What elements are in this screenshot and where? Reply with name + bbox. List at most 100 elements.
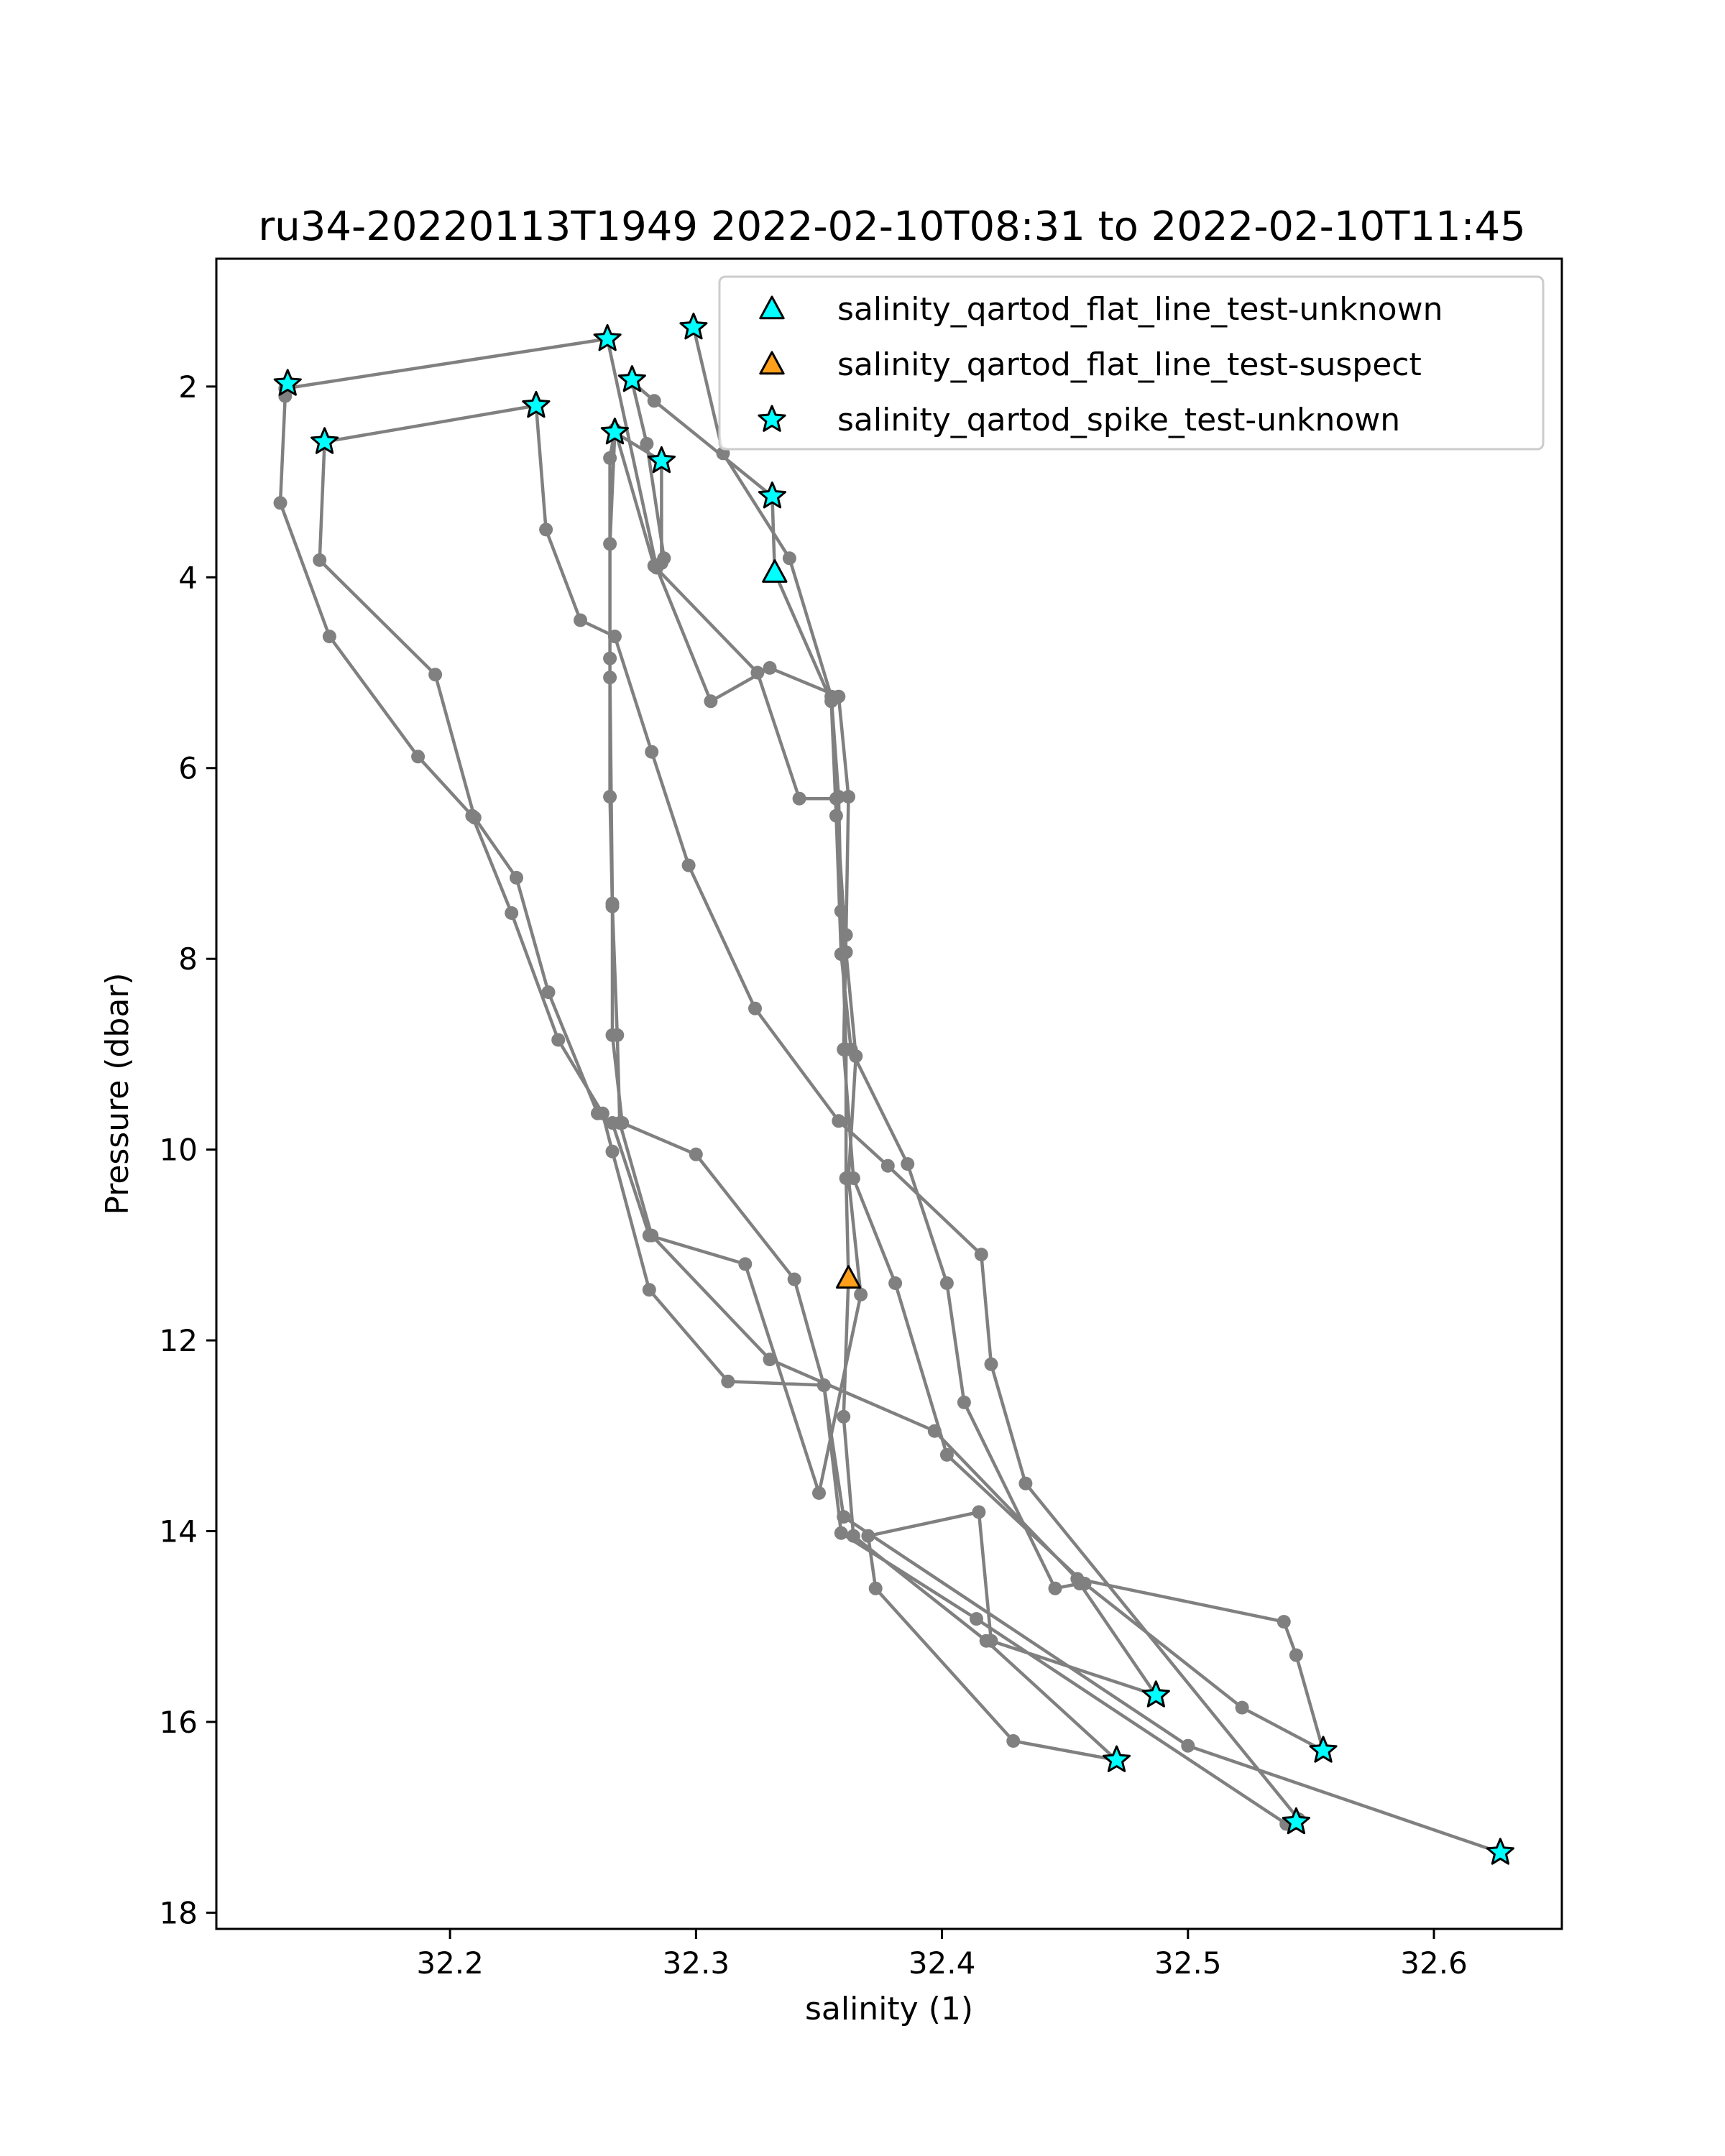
profile-point [787, 1272, 801, 1286]
profile-point [605, 1116, 620, 1130]
profile-point [681, 858, 696, 872]
spike-test-marker [679, 313, 708, 340]
profile-point [541, 985, 556, 1000]
profile-point [428, 668, 443, 682]
y-tick-label: 18 [160, 1895, 198, 1930]
spike-test-marker [1486, 1838, 1514, 1865]
spike-test-marker [1141, 1680, 1170, 1708]
profile-point [642, 1228, 656, 1243]
profile-point [750, 665, 765, 680]
y-tick-label: 14 [160, 1514, 198, 1549]
profile-point [642, 1283, 656, 1297]
profile-point [834, 904, 848, 918]
profile-point [574, 613, 587, 627]
legend-triangle-icon [759, 351, 785, 375]
profile-point [782, 551, 796, 566]
legend-star-icon [758, 405, 786, 432]
profile-point [861, 1529, 875, 1543]
profile-point [322, 630, 336, 644]
profile-point [1276, 1615, 1291, 1629]
profile-point [647, 394, 661, 408]
legend-box [718, 275, 1545, 451]
spike-test-marker [647, 446, 676, 474]
spike-test-marker [758, 482, 786, 509]
profile-point [704, 694, 718, 709]
profile-point [829, 791, 843, 806]
x-axis-label: salinity (1) [805, 1991, 973, 2027]
profile-point [1018, 1476, 1033, 1491]
spike-test-marker [273, 369, 302, 396]
profile-point [411, 750, 426, 764]
profile-point [603, 537, 617, 551]
profile-point [812, 1486, 826, 1500]
profile-point [849, 1049, 863, 1064]
x-tick-label: 32.3 [663, 1945, 730, 1981]
profile-point [832, 1114, 846, 1128]
profile-line [278, 327, 1501, 1854]
profile-point [880, 1158, 895, 1173]
x-tick-label: 32.2 [416, 1945, 484, 1981]
profile-point [273, 496, 288, 510]
profile-point [748, 1001, 762, 1015]
profile-point [970, 1612, 983, 1626]
profile-point [640, 437, 654, 451]
profile-point [888, 1276, 903, 1290]
profile-point [603, 671, 617, 685]
profile-point [647, 558, 661, 573]
profile-point [972, 1505, 986, 1519]
y-axis: 2 4 6 8 10 12 14 16 18 [160, 369, 216, 1930]
profile-point [763, 1353, 777, 1367]
profile-point [816, 1378, 831, 1392]
profile-point [539, 522, 553, 537]
profile-point [607, 630, 622, 644]
profile-point [792, 791, 806, 806]
profile-point [467, 811, 482, 825]
profile-point [837, 1409, 851, 1424]
profile-point [1235, 1700, 1249, 1715]
profile-point [1181, 1738, 1195, 1753]
profile-point [689, 1147, 703, 1161]
profile-point [510, 870, 523, 885]
profile-point [1048, 1581, 1062, 1595]
profile-point [738, 1257, 753, 1271]
legend-entry-label: salinity_qartod_spike_test-unknown [837, 402, 1400, 438]
legend: salinity_qartod_flat_line_test-unknownsa… [718, 275, 1545, 451]
profile-point [984, 1634, 998, 1648]
profile-point [763, 660, 777, 675]
spike-test-marker [593, 324, 622, 351]
x-tick-label: 32.4 [908, 1945, 976, 1981]
y-tick-label: 16 [160, 1705, 198, 1740]
profile-point [974, 1248, 988, 1262]
legend-entry-label: salinity_qartod_flat_line_test-suspect [837, 346, 1422, 383]
profile-point [1289, 1648, 1303, 1662]
spike-test-marker [522, 390, 551, 418]
profile-point [721, 1374, 735, 1388]
legend-triangle-icon [759, 295, 785, 320]
profile-point [927, 1424, 942, 1438]
spike-test-marker [1282, 1807, 1310, 1835]
spike-test-marker [1309, 1736, 1338, 1763]
profile-point [939, 1276, 954, 1290]
profile-point [842, 1171, 855, 1185]
profile-point [1006, 1734, 1021, 1748]
profile-point [837, 1042, 851, 1056]
profile-point [605, 896, 620, 911]
profile-point [313, 553, 327, 567]
spike-test-marker [600, 418, 629, 445]
profile-point [839, 928, 853, 942]
x-tick-label: 32.6 [1400, 1945, 1468, 1981]
profile-point [615, 1116, 630, 1130]
spike-test-marker [617, 365, 646, 392]
profile-point [605, 1028, 620, 1042]
x-axis: 32.2 32.3 32.4 32.5 32.6 [416, 1929, 1468, 1981]
y-axis-label: Pressure (dbar) [99, 972, 136, 1215]
y-tick-label: 6 [178, 751, 198, 786]
profile-point [846, 1529, 860, 1543]
profile-point [1077, 1577, 1092, 1590]
profile-point [829, 808, 843, 823]
chart-title: ru34-20220113T1949 2022-02-10T08:31 to 2… [258, 203, 1525, 250]
profile-point [868, 1581, 883, 1595]
profile-point [854, 1287, 868, 1302]
y-tick-label: 8 [178, 941, 198, 977]
